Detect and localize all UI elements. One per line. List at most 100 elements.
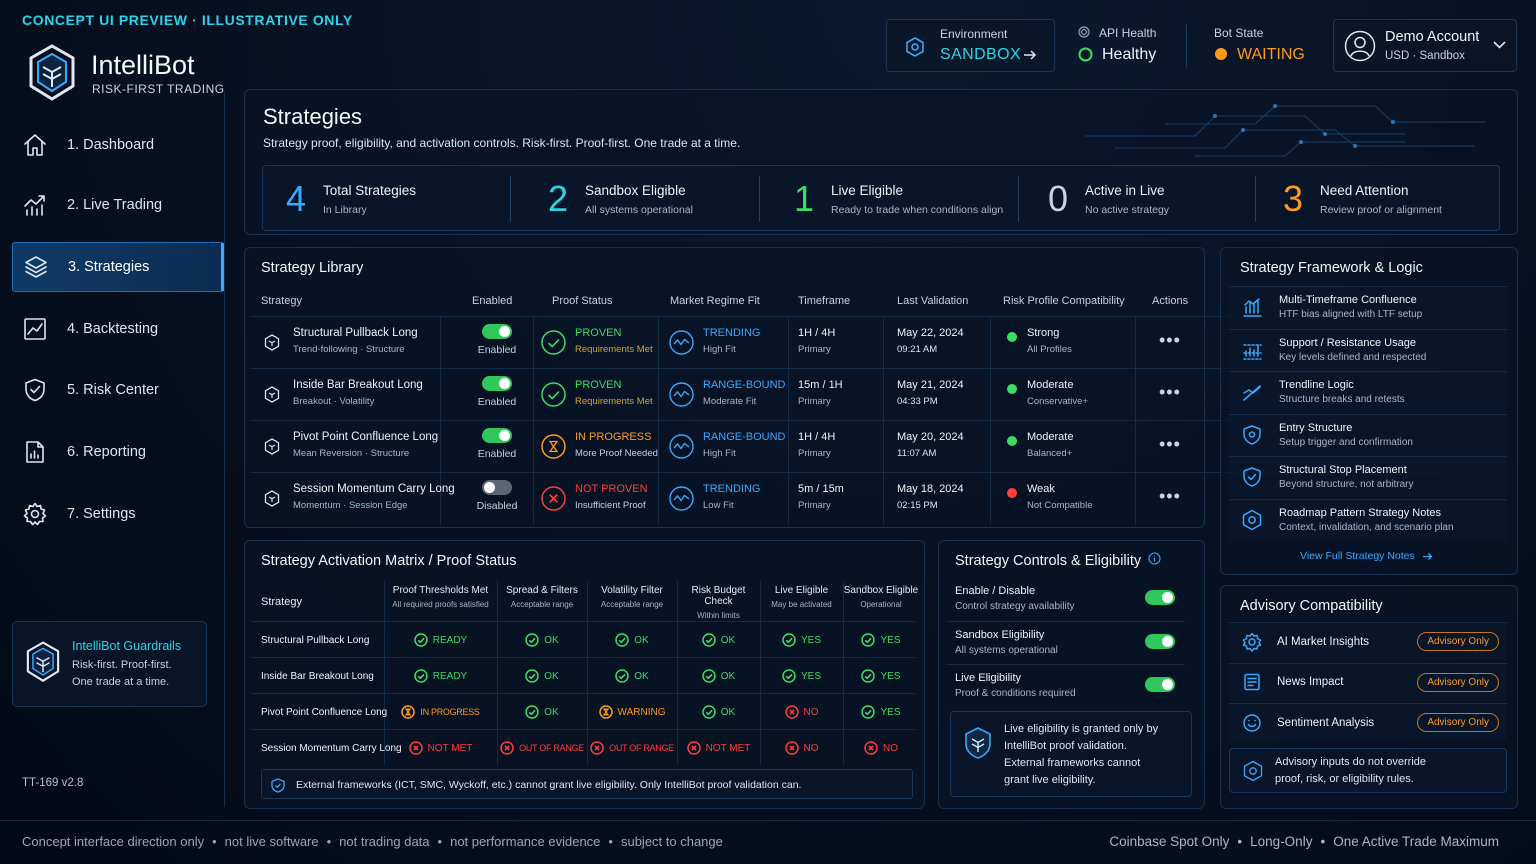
sidebar-item-backtesting[interactable]: 4. Backtesting [12,304,224,354]
framework-label: Multi-Timeframe Confluence [1279,294,1417,306]
sidebar-item-settings[interactable]: 7. Settings [12,489,224,539]
toggle-knob [484,482,495,493]
matrix-cell-status: OK [720,706,736,718]
strategy-cell: Session Momentum Carry Long Momentum · Se… [293,483,455,511]
framework-sub: HTF bias aligned with LTF setup [1279,309,1423,320]
framework-item[interactable]: Structural Stop Placement Beyond structur… [1229,456,1507,497]
ai-insights-icon [1240,630,1264,654]
table-row[interactable]: Structural Pullback Long Trend-following … [251,316,1443,368]
table-row[interactable]: Session Momentum Carry Long Momentum · Se… [251,472,1443,524]
enabled-toggle[interactable] [482,480,512,495]
table-row[interactable]: Pivot Point Confluence Long Mean Reversio… [251,420,1443,472]
footer-bullet: • [1320,834,1326,849]
controls-note-line4: grant live eligibility. [1004,774,1096,786]
regime-fit: TRENDING [703,327,761,339]
sidebar-item-dashboard[interactable]: 1. Dashboard [12,120,224,170]
row-actions-menu[interactable]: ••• [1159,486,1181,506]
info-icon[interactable] [1148,552,1161,565]
strategy-library-panel: Strategy Library Strategy Enabled Proof St… [244,247,1443,528]
sidebar-item-label: 2. Live Trading [67,197,163,213]
enabled-toggle[interactable] [482,428,512,443]
row-actions-menu[interactable]: ••• [1159,434,1181,454]
framework-label: Roadmap Pattern Strategy Notes [1279,506,1442,519]
guardrails-line1: Risk-first. Proof-first. [72,659,172,671]
risk-profile-sub: Not Compatible [1027,500,1093,511]
regime-fit: RANGE-BOUND [703,431,786,443]
framework-text: Support / Resistance Usage Key levels def… [1279,337,1426,363]
view-strategy-notes-link[interactable]: View Full Strategy Notes [1300,550,1433,562]
sidebar-item-reporting[interactable]: 6. Reporting [12,427,224,477]
row-actions-menu[interactable]: ••• [1159,330,1181,350]
sidebar-item-label: 4. Backtesting [67,321,159,337]
framework-text: Roadmap Pattern Strategy Notes Context, i… [1279,507,1454,533]
matrix-row[interactable]: Session Momentum Carry Long NOT MET OUT OF… [251,729,915,766]
timeframe-sub: Primary [798,396,831,407]
table-row[interactable]: Inside Bar Breakout Long Breakout · Volat… [251,368,1443,420]
matrix-row[interactable]: Structural Pullback Long READY OK OK OK YES YE… [251,621,915,658]
enabled-toggle[interactable] [482,376,512,391]
stat-number: 0 [1047,178,1069,219]
matrix-column-header: Strategy [251,596,383,608]
framework-item[interactable]: Entry Structure Setup trigger and confirm… [1229,413,1507,455]
sidebar-item-risk-center[interactable]: 5. Risk Center [12,365,224,415]
environment-icon [904,36,926,58]
status-icon [686,741,701,755]
sidebar-item-strategies[interactable]: 3. Strategies [12,242,224,292]
sidebar-item-live-trading[interactable]: 2. Live Trading [12,180,224,230]
matrix-row[interactable]: Inside Bar Breakout Long READY OK OK OK YES YE… [251,657,915,694]
framework-item[interactable]: Multi-Timeframe Confluence HTF bias align… [1229,286,1507,327]
proof-status-cell: PROVEN Requirements Met [575,379,653,407]
matrix-column-label: Live Eligible [774,585,829,596]
matrix-cell: OK [497,658,587,694]
matrix-column-header: Risk Budget Check Within limits [677,585,760,620]
control-toggle[interactable] [1145,590,1175,605]
matrix-cell-status: YES [880,670,901,682]
framework-item[interactable]: Trendline Logic Structure breaks and rete… [1229,371,1507,412]
proof-status-sub: Requirements Met [575,396,653,407]
api-health-label: API Health [1099,26,1157,40]
matrix-cell-status: NOT MET [427,742,473,754]
risk-cell: Moderate Conservative+ [1027,379,1088,407]
framework-text: Trendline Logic Structure breaks and rete… [1279,379,1405,405]
strategy-name: Inside Bar Breakout Long [293,379,423,391]
footer-item: not live software [224,834,319,849]
matrix-cell-status: OK [544,634,559,646]
stat-number: 1 [793,178,815,219]
framework-sub: Structure breaks and retests [1279,394,1405,405]
framework-item[interactable]: Support / Resistance Usage Key levels def… [1229,328,1507,370]
environment-selector[interactable]: Environment SANDBOX [886,19,1055,72]
matrix-cell: YES [843,658,919,694]
framework-item[interactable]: Roadmap Pattern Strategy Notes Context, i… [1229,498,1507,540]
stat-sub: Review proof or alignment [1320,203,1442,216]
arrow-right-icon [1023,49,1037,61]
control-toggle[interactable] [1145,634,1175,649]
footer-bullet: • [326,834,332,849]
control-live-eligibility: Live Eligibility Proof & conditions requi… [947,664,1185,705]
footer-bullet: • [437,834,443,849]
footer-bullet: • [212,834,217,849]
stat-label: Live Eligible [831,182,904,198]
toggle-knob [499,430,510,441]
sidebar-item-label: 7. Settings [67,506,136,522]
status-icon [864,741,878,755]
advisory-only-badge: Advisory Only [1417,672,1499,692]
enabled-toggle[interactable] [482,324,512,339]
matrix-cell-status: YES [880,706,901,718]
control-toggle[interactable] [1145,677,1175,692]
stat-text: Sandbox Eligible All systems operational [585,183,693,216]
matrix-row[interactable]: Pivot Point Confluence Long IN PROGRESS OK… [251,693,915,730]
status-icon [414,633,428,647]
matrix-cell: NOT MET [677,730,760,766]
matrix-cell: OK [497,694,587,730]
matrix-column-label: Spread & Filters [506,585,578,596]
matrix-column-divider [497,581,498,765]
enabled-cell: Enabled [466,376,528,408]
row-actions-menu[interactable]: ••• [1159,382,1181,402]
account-menu[interactable]: Demo Account USD · Sandbox [1333,19,1517,72]
view-strategy-notes-label: View Full Strategy Notes [1300,550,1415,562]
strategy-name: Session Momentum Carry Long [293,483,455,495]
matrix-column-divider [760,581,761,765]
timeframe-sub: Primary [798,448,831,459]
stat-need-attention: 3 Need Attention Review proof or alignment [1280,166,1442,232]
bot-state-dot [1215,48,1227,60]
